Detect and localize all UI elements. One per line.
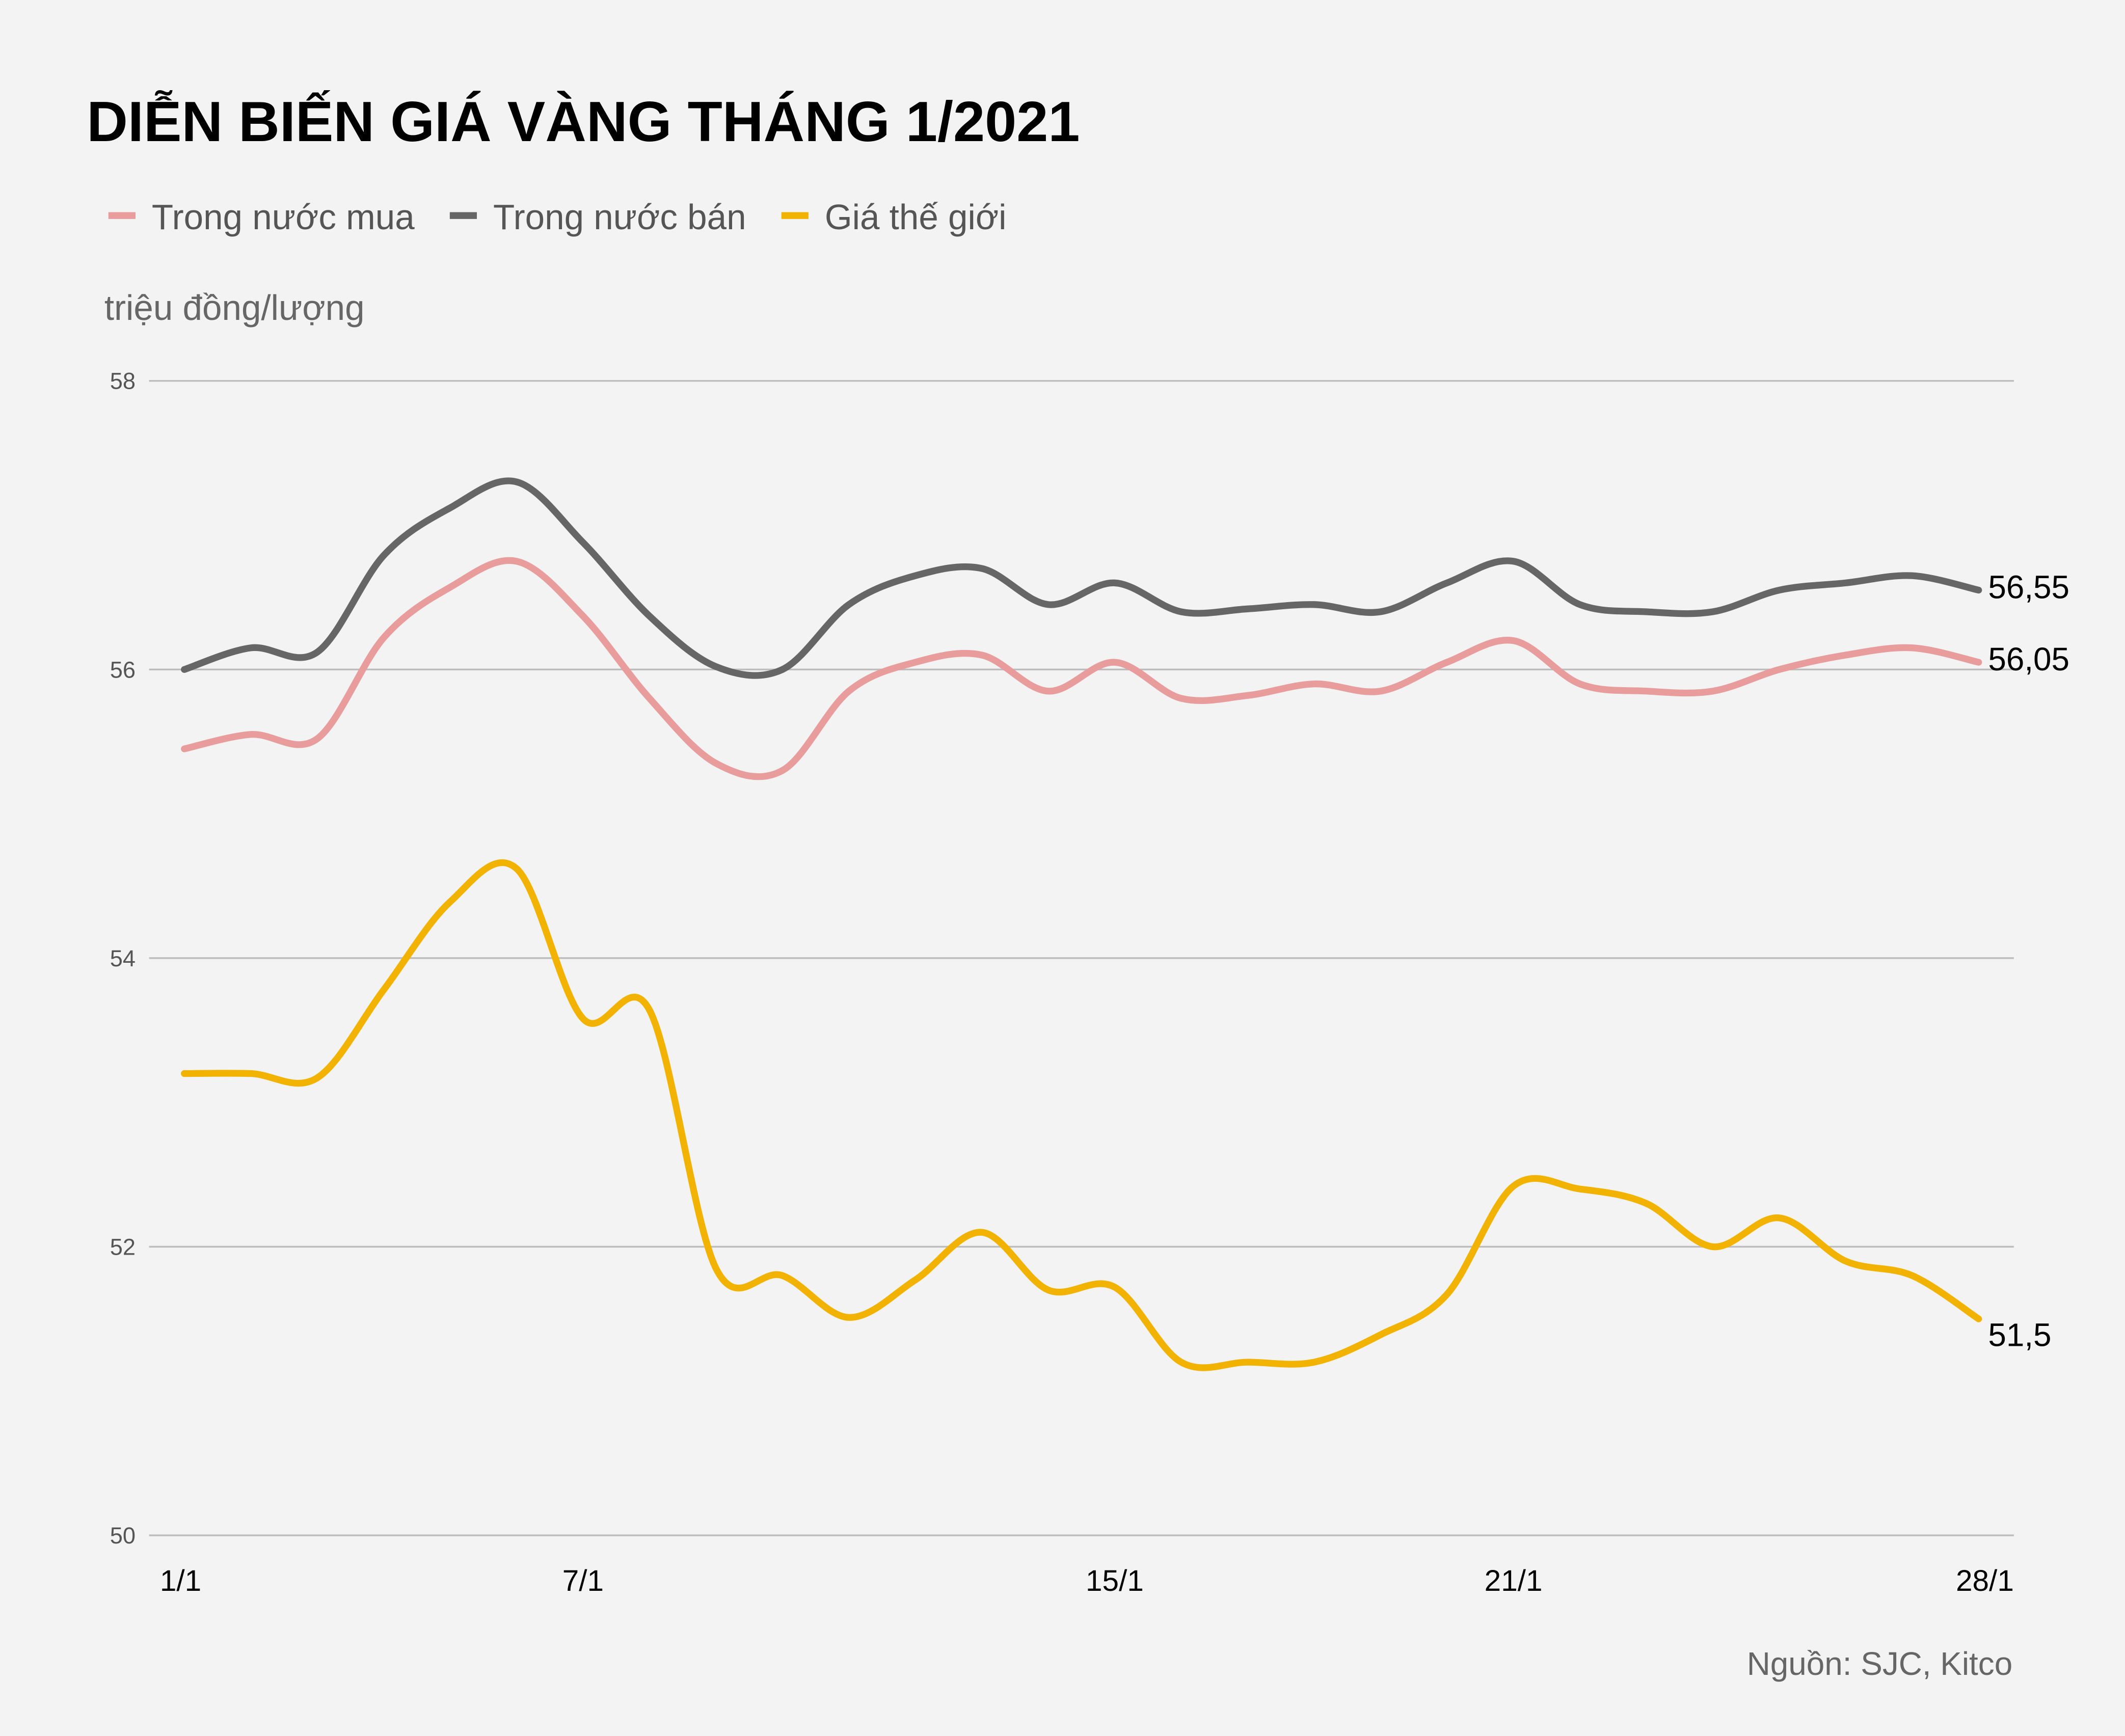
series-lines: [181, 477, 1982, 1371]
end-value-label: 56,55: [1988, 568, 2069, 605]
y-tick-label: 52: [110, 1234, 136, 1260]
end-labels: 56,05 56,55 51,5: [1988, 568, 2069, 1353]
end-value-label: 56,05: [1988, 641, 2069, 677]
gridlines: [149, 379, 2014, 1536]
x-tick-labels: 1/1 7/1 15/1 21/1 28/1: [160, 1564, 2014, 1597]
chart-title: DIỄN BIẾN GIÁ VÀNG THÁNG 1/2021: [87, 90, 1080, 153]
y-tick-label: 56: [110, 657, 136, 683]
y-tick-label: 58: [110, 368, 136, 394]
source-note: Nguồn: SJC, Kitco: [1747, 1645, 2013, 1682]
series-line: [181, 557, 1982, 780]
y-tick-label: 54: [110, 945, 136, 971]
series-line: [181, 859, 1982, 1371]
x-tick-label: 1/1: [160, 1564, 201, 1597]
y-tick-label: 50: [110, 1523, 136, 1549]
legend-label: Trong nước mua: [152, 197, 415, 237]
end-value-label: 51,5: [1988, 1316, 2051, 1353]
legend-label: Giá thế giới: [825, 197, 1007, 237]
x-tick-label: 7/1: [562, 1564, 604, 1597]
y-tick-labels: 50 52 54 56 58: [110, 368, 136, 1549]
legend: Trong nước mua Trong nước bán Giá thế giới: [108, 197, 1007, 237]
y-axis-unit: triệu đồng/lượng: [104, 288, 365, 328]
x-tick-label: 28/1: [1956, 1564, 2014, 1597]
legend-label: Trong nước bán: [493, 197, 746, 237]
x-tick-label: 15/1: [1086, 1564, 1144, 1597]
series-line: [181, 477, 1982, 679]
x-tick-label: 21/1: [1485, 1564, 1543, 1597]
